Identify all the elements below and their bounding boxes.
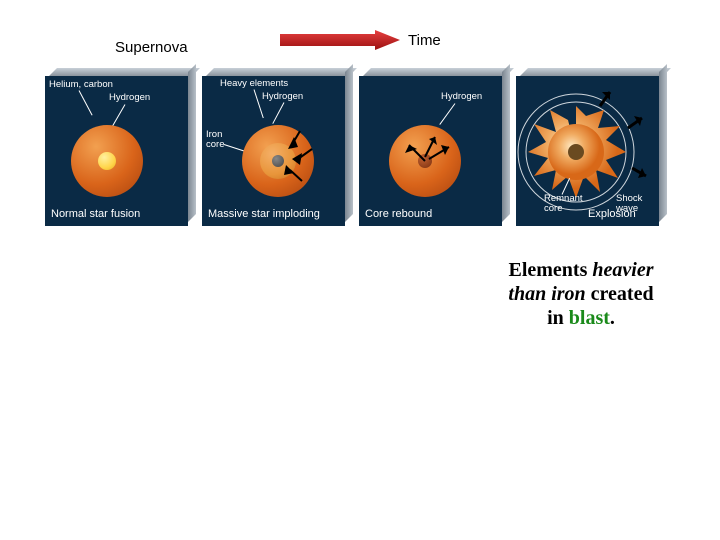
panel-face: Remnant core Shock wave Explosion (516, 76, 659, 226)
panel-face: Hydrogen Core rebound (359, 76, 502, 226)
footer-seg: in (547, 307, 569, 329)
panel-rebound: Hydrogen Core rebound (359, 68, 510, 226)
label-heavy-elements: Heavy elements (220, 79, 288, 89)
footer-blast: blast (569, 307, 610, 329)
implosion-arrows (240, 123, 316, 199)
supernova-label: Supernova (115, 39, 188, 56)
panel-top-edge (363, 68, 514, 76)
footer-seg: heavier (592, 259, 653, 281)
label-iron-core: Iron core (206, 130, 224, 151)
footer-seg: Elements (509, 259, 593, 281)
panel-side-edge (659, 64, 667, 222)
panels-row: Helium, carbon Hydrogen Normal star fusi… (45, 68, 675, 226)
label-hydrogen: Hydrogen (109, 93, 150, 103)
panel-face: Heavy elements Hydrogen Iron core (202, 76, 345, 226)
panel-caption: Massive star imploding (208, 208, 320, 220)
panel-imploding: Heavy elements Hydrogen Iron core (202, 68, 353, 226)
footer-seg: created (586, 283, 654, 305)
panel-normal-star: Helium, carbon Hydrogen Normal star fusi… (45, 68, 196, 226)
panel-top-edge (206, 68, 357, 76)
panel-top-edge (49, 68, 200, 76)
time-arrow-wrap: Time (280, 30, 441, 50)
panel-caption: Core rebound (365, 208, 432, 220)
pointer-line (112, 104, 126, 127)
label-remnant-core: Remnant core (544, 194, 583, 215)
panel-face: Helium, carbon Hydrogen Normal star fusi… (45, 76, 188, 226)
panel-explosion: Remnant core Shock wave Explosion (516, 68, 667, 226)
pointer-line (79, 90, 93, 115)
panel-caption: Explosion (588, 208, 636, 220)
panel-side-edge (345, 64, 353, 222)
label-hydrogen: Hydrogen (262, 92, 303, 102)
rebound-arrows (387, 123, 463, 199)
header-row: Supernova Time (55, 32, 665, 62)
panel-side-edge (188, 64, 196, 222)
time-label: Time (408, 32, 441, 49)
pointer-line (439, 103, 455, 125)
panel-top-edge (520, 68, 671, 76)
footer-text: Elements heavier than iron created in bl… (478, 258, 684, 330)
star-core (98, 152, 116, 170)
footer-seg: than iron (508, 283, 585, 305)
pointer-line (272, 102, 284, 124)
footer-seg: . (610, 307, 615, 329)
label-helium-carbon: Helium, carbon (49, 80, 113, 90)
time-arrow-icon (280, 30, 400, 50)
panel-side-edge (502, 64, 510, 222)
label-hydrogen: Hydrogen (441, 92, 482, 102)
panel-caption: Normal star fusion (51, 208, 140, 220)
